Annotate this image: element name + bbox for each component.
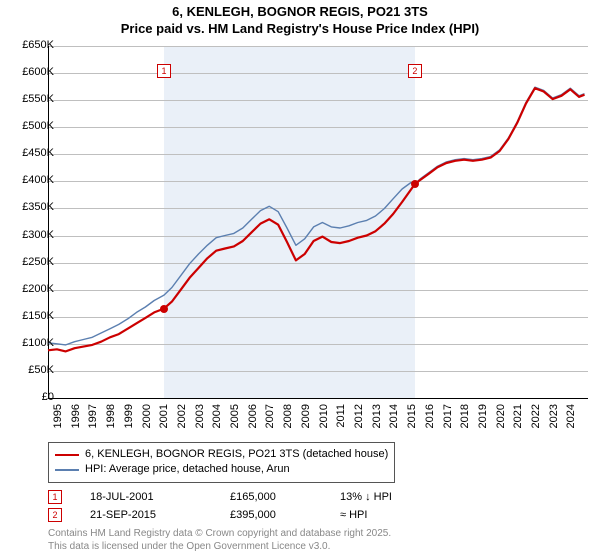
y-tick-label: £200K [4,283,54,295]
transaction-date: 18-JUL-2001 [90,491,230,503]
title-line2: Price paid vs. HM Land Registry's House … [121,21,480,36]
x-tick-label: 2005 [229,404,241,444]
x-tick-label: 2020 [495,404,507,444]
transaction-price: £165,000 [230,491,340,503]
transaction-table: 1 18-JUL-2001£165,00013% ↓ HPI 2 21-SEP-201… [48,488,450,524]
x-tick-label: 1996 [70,404,82,444]
price-paid-line [48,88,585,351]
legend-swatch [55,454,79,456]
x-tick-label: 2012 [353,404,365,444]
x-tick-label: 2000 [141,404,153,444]
price-marker [411,180,419,188]
y-tick-label: £400K [4,174,54,186]
y-tick-label: £450K [4,147,54,159]
annotation-marker: 1 [157,64,171,78]
x-tick-label: 2016 [424,404,436,444]
y-tick-label: £50K [4,364,54,376]
legend-row: HPI: Average price, detached house, Arun [55,462,388,477]
y-tick-label: £250K [4,256,54,268]
y-tick-label: £0 [4,391,54,403]
legend-swatch [55,469,79,470]
x-tick-label: 2011 [335,404,347,444]
transaction-price: £395,000 [230,509,340,521]
x-tick-label: 2001 [158,404,170,444]
x-tick-label: 2006 [247,404,259,444]
x-tick-label: 2019 [477,404,489,444]
x-tick-label: 2007 [264,404,276,444]
title-line1: 6, KENLEGH, BOGNOR REGIS, PO21 3TS [172,4,428,19]
y-tick-label: £500K [4,120,54,132]
x-tick-label: 1999 [123,404,135,444]
x-axis [48,398,588,399]
legend-label: HPI: Average price, detached house, Arun [85,462,290,477]
x-tick-label: 2013 [371,404,383,444]
chart-container: 6, KENLEGH, BOGNOR REGIS, PO21 3TS Price… [0,0,600,560]
annotation-marker: 2 [408,64,422,78]
y-tick-label: £550K [4,93,54,105]
footer-line1: Contains HM Land Registry data © Crown c… [48,528,391,539]
legend: 6, KENLEGH, BOGNOR REGIS, PO21 3TS (deta… [48,442,395,483]
x-tick-label: 2004 [211,404,223,444]
y-tick-label: £100K [4,337,54,349]
transaction-row: 1 18-JUL-2001£165,00013% ↓ HPI [48,488,450,506]
x-tick-label: 2002 [176,404,188,444]
transaction-marker: 2 [48,508,62,522]
x-tick-label: 2015 [406,404,418,444]
x-tick-label: 2009 [300,404,312,444]
y-tick-label: £150K [4,310,54,322]
x-tick-label: 2022 [530,404,542,444]
transaction-delta: 13% ↓ HPI [340,491,450,503]
hpi-line [48,87,585,345]
y-tick-label: £350K [4,201,54,213]
x-tick-label: 2018 [459,404,471,444]
y-tick-label: £600K [4,66,54,78]
x-tick-label: 1998 [105,404,117,444]
transaction-date: 21-SEP-2015 [90,509,230,521]
x-tick-label: 2014 [388,404,400,444]
transaction-marker: 1 [48,490,62,504]
x-tick-label: 2003 [194,404,206,444]
plot-area: 12 [48,46,588,398]
x-tick-label: 1997 [87,404,99,444]
x-tick-label: 2024 [565,404,577,444]
x-tick-label: 2008 [282,404,294,444]
price-marker [160,305,168,313]
x-tick-label: 1995 [52,404,64,444]
transaction-delta: ≈ HPI [340,509,450,521]
y-tick-label: £650K [4,39,54,51]
legend-label: 6, KENLEGH, BOGNOR REGIS, PO21 3TS (deta… [85,447,388,462]
legend-row: 6, KENLEGH, BOGNOR REGIS, PO21 3TS (deta… [55,447,388,462]
y-tick-label: £300K [4,229,54,241]
x-tick-label: 2010 [318,404,330,444]
transaction-row: 2 21-SEP-2015£395,000≈ HPI [48,506,450,524]
chart-title: 6, KENLEGH, BOGNOR REGIS, PO21 3TS Price… [0,0,600,38]
x-tick-label: 2023 [548,404,560,444]
x-tick-label: 2017 [442,404,454,444]
line-layer [48,46,588,398]
footer-line2: This data is licensed under the Open Gov… [48,541,330,552]
x-tick-label: 2021 [512,404,524,444]
footer-attribution: Contains HM Land Registry data © Crown c… [48,528,391,553]
